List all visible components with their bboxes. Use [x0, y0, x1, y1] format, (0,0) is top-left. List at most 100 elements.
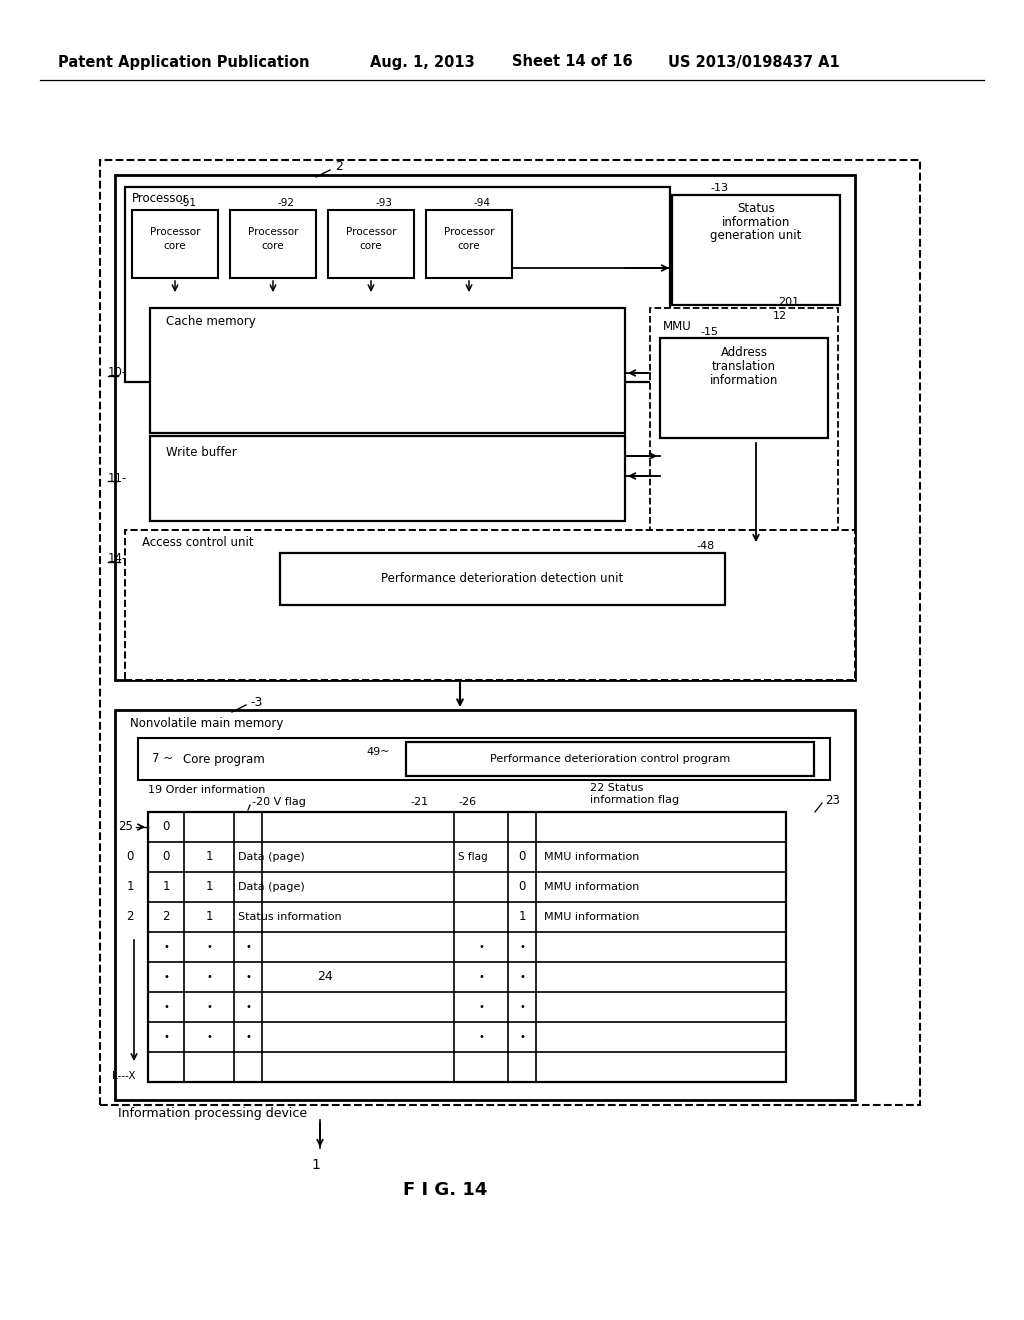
- Text: •: •: [206, 942, 212, 952]
- Text: MMU information: MMU information: [544, 882, 639, 892]
- Text: Processor: Processor: [443, 227, 495, 238]
- Text: -93: -93: [376, 198, 393, 209]
- Text: •: •: [245, 942, 251, 952]
- Text: •: •: [519, 942, 525, 952]
- Text: generation unit: generation unit: [711, 230, 802, 243]
- Text: •: •: [519, 972, 525, 982]
- Text: 14-: 14-: [108, 552, 127, 565]
- Text: translation: translation: [712, 359, 776, 372]
- Bar: [115, 176, 855, 680]
- Text: 10-: 10-: [108, 367, 127, 380]
- Text: 12: 12: [773, 312, 787, 321]
- Text: 24: 24: [317, 970, 333, 983]
- Text: Patent Application Publication: Patent Application Publication: [58, 54, 309, 70]
- Text: 0: 0: [163, 850, 170, 863]
- Text: •: •: [478, 1032, 484, 1041]
- Bar: [406, 742, 814, 776]
- Text: 2: 2: [126, 911, 134, 924]
- Text: 22 Status: 22 Status: [590, 783, 643, 793]
- Text: Processor: Processor: [248, 227, 298, 238]
- Text: Status information: Status information: [238, 912, 342, 921]
- Text: •: •: [519, 1032, 525, 1041]
- Text: •: •: [206, 972, 212, 982]
- Bar: [672, 195, 840, 305]
- Text: •: •: [245, 1032, 251, 1041]
- Text: 0: 0: [518, 880, 525, 894]
- Text: 19 Order information: 19 Order information: [148, 785, 265, 795]
- Bar: [426, 210, 512, 279]
- Text: •: •: [245, 1002, 251, 1012]
- Text: •: •: [478, 972, 484, 982]
- Text: 1: 1: [205, 850, 213, 863]
- Text: Data (page): Data (page): [238, 851, 305, 862]
- Bar: [150, 436, 625, 521]
- Text: -13: -13: [710, 183, 728, 193]
- Bar: [650, 308, 838, 546]
- Text: MMU: MMU: [663, 319, 692, 333]
- Text: •: •: [163, 1032, 169, 1041]
- Text: -20 V flag: -20 V flag: [252, 797, 306, 807]
- Bar: [125, 187, 670, 381]
- Text: Sheet 14 of 16: Sheet 14 of 16: [512, 54, 633, 70]
- Text: -15: -15: [700, 327, 718, 337]
- Text: -92: -92: [278, 198, 295, 209]
- Text: Performance deterioration detection unit: Performance deterioration detection unit: [381, 573, 624, 586]
- Text: Performance deterioration control program: Performance deterioration control progra…: [489, 754, 730, 764]
- Text: 1: 1: [205, 911, 213, 924]
- Text: 23: 23: [825, 793, 840, 807]
- Bar: [100, 160, 920, 1105]
- Bar: [138, 738, 830, 780]
- Text: 49~: 49~: [366, 747, 389, 756]
- Text: •: •: [478, 1002, 484, 1012]
- Text: -26: -26: [458, 797, 476, 807]
- Text: Aug. 1, 2013: Aug. 1, 2013: [370, 54, 475, 70]
- Text: Cache memory: Cache memory: [166, 315, 256, 329]
- Text: 7 ~: 7 ~: [152, 752, 173, 766]
- Text: Processor: Processor: [150, 227, 201, 238]
- Text: F I G. 14: F I G. 14: [402, 1181, 487, 1199]
- Text: 1: 1: [311, 1158, 321, 1172]
- Text: 0: 0: [126, 850, 134, 863]
- Text: S flag: S flag: [458, 851, 487, 862]
- Text: 2: 2: [162, 911, 170, 924]
- Text: Access control unit: Access control unit: [142, 536, 254, 549]
- Bar: [125, 531, 855, 680]
- Text: •: •: [163, 942, 169, 952]
- Bar: [280, 553, 725, 605]
- Text: information flag: information flag: [590, 795, 679, 805]
- Text: information: information: [710, 374, 778, 387]
- Text: L---X: L---X: [112, 1071, 135, 1081]
- Text: MMU information: MMU information: [544, 912, 639, 921]
- Text: Status: Status: [737, 202, 775, 214]
- Text: •: •: [519, 1002, 525, 1012]
- Text: 1: 1: [205, 880, 213, 894]
- Text: Data (page): Data (page): [238, 882, 305, 892]
- Text: 2: 2: [335, 161, 343, 173]
- Text: Core program: Core program: [183, 752, 265, 766]
- Text: •: •: [478, 942, 484, 952]
- Text: Nonvolatile main memory: Nonvolatile main memory: [130, 717, 284, 730]
- Text: 0: 0: [518, 850, 525, 863]
- Text: -94: -94: [474, 198, 490, 209]
- Bar: [132, 210, 218, 279]
- Text: 0: 0: [163, 821, 170, 833]
- Text: -21: -21: [410, 797, 428, 807]
- Text: 11-: 11-: [108, 471, 127, 484]
- Bar: [328, 210, 414, 279]
- Text: 1: 1: [126, 880, 134, 894]
- Text: •: •: [206, 1002, 212, 1012]
- Text: Address: Address: [721, 346, 768, 359]
- Bar: [230, 210, 316, 279]
- Text: •: •: [163, 972, 169, 982]
- Text: US 2013/0198437 A1: US 2013/0198437 A1: [668, 54, 840, 70]
- Text: 201: 201: [778, 297, 799, 308]
- Text: Processor: Processor: [132, 191, 188, 205]
- Text: core: core: [164, 242, 186, 251]
- Text: Information processing device: Information processing device: [118, 1106, 307, 1119]
- Text: -48: -48: [696, 541, 715, 550]
- Text: core: core: [458, 242, 480, 251]
- Text: Write buffer: Write buffer: [166, 446, 237, 458]
- Text: core: core: [262, 242, 285, 251]
- Bar: [150, 308, 625, 433]
- Text: core: core: [359, 242, 382, 251]
